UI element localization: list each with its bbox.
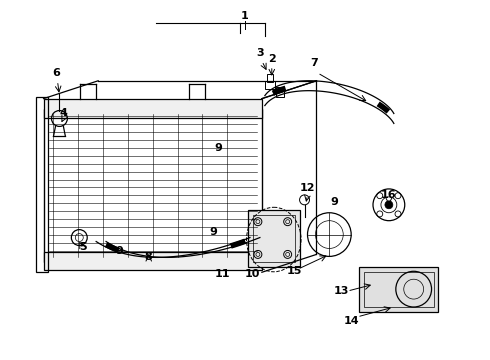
Text: 9: 9: [209, 226, 217, 237]
Bar: [44, 99, 262, 118]
Text: 5: 5: [79, 243, 87, 252]
Bar: [265, 81, 275, 89]
Bar: [248, 210, 299, 267]
Bar: [267, 74, 273, 82]
Text: 15: 15: [287, 266, 302, 276]
Text: 4: 4: [59, 108, 67, 117]
Bar: [359, 267, 439, 312]
Text: 2: 2: [268, 54, 276, 64]
Text: 8: 8: [145, 252, 152, 262]
Text: 1: 1: [241, 11, 249, 21]
Text: 9: 9: [115, 247, 123, 256]
Text: 12: 12: [300, 183, 315, 193]
Text: 14: 14: [343, 316, 359, 326]
Text: 3: 3: [256, 48, 264, 58]
Text: 10: 10: [244, 269, 260, 279]
Text: 16: 16: [381, 190, 397, 200]
Bar: [44, 109, 262, 262]
Circle shape: [385, 201, 393, 209]
Text: 11: 11: [215, 269, 230, 279]
Text: 7: 7: [311, 58, 319, 68]
Bar: [36, 96, 48, 272]
Bar: [253, 215, 294, 262]
Bar: [44, 252, 262, 270]
Text: 9: 9: [214, 143, 222, 153]
Text: 6: 6: [52, 68, 60, 78]
Bar: [276, 87, 284, 96]
Text: 13: 13: [334, 286, 349, 296]
Text: 9: 9: [330, 197, 338, 207]
Bar: [364, 272, 434, 307]
